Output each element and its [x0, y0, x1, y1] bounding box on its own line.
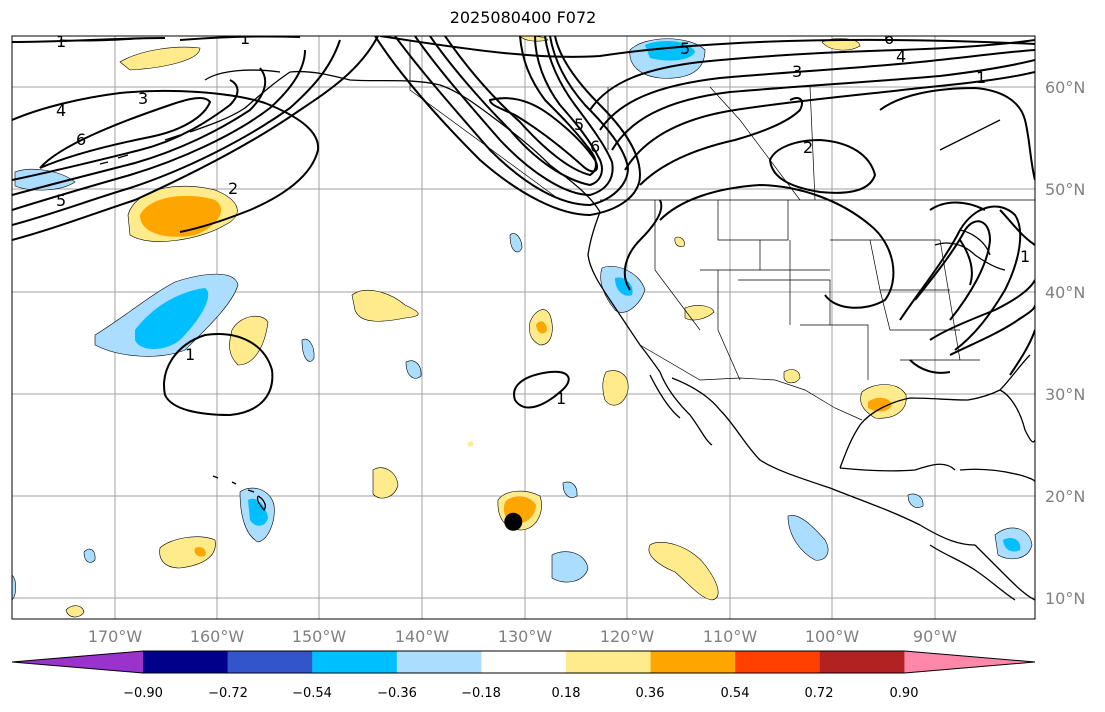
contour-label: 2: [803, 138, 813, 157]
negative-anomaly-region: [83, 548, 96, 563]
positive-anomaly-region: [351, 290, 419, 322]
colorbar-segment: [566, 651, 652, 673]
contour-label: 3: [138, 89, 148, 108]
colorbar-tick-label: 0.54: [721, 686, 750, 701]
contour-label: 1: [240, 29, 250, 48]
colorbar-tick-label: −0.72: [208, 686, 248, 701]
negative-anomaly-region: [787, 514, 829, 561]
colorbar-segment: [143, 651, 229, 673]
contour-label: 2: [228, 179, 238, 198]
contour-label: 5: [56, 191, 66, 210]
lon-tick-label: 120°W: [600, 627, 655, 646]
positive-anomaly-region: [536, 321, 547, 334]
lon-tick-label: 100°W: [805, 627, 860, 646]
lat-tick-label: 20°N: [1045, 487, 1085, 506]
negative-anomaly-region: [615, 277, 633, 296]
colorbar-tick-label: 0.18: [552, 686, 581, 701]
contour-label: 1: [56, 32, 66, 51]
colorbar-tick-label: 0.36: [636, 686, 665, 701]
colorbar-segment: [735, 651, 821, 673]
contour-label: 1: [1020, 247, 1030, 266]
negative-anomaly-region: [907, 493, 924, 508]
lat-tick-label: 10°N: [1045, 589, 1085, 608]
map-area: 1 1 4 3 6 5 2 1 1 5 6 3 4 1 6 5 2 1: [12, 29, 1035, 619]
positive-anomaly-region: [684, 305, 715, 321]
contour-label: 6: [884, 29, 894, 48]
positive-anomaly-region: [648, 542, 719, 601]
colorbar-tick-label: −0.54: [292, 686, 332, 701]
colorbar-extend-max: [904, 651, 1035, 673]
map-frame: [11, 35, 1036, 620]
positive-anomaly-region: [119, 46, 201, 71]
colorbar-segment: [650, 651, 736, 673]
contour-label: 1: [556, 389, 566, 408]
negative-anomaly-region: [509, 233, 523, 253]
colorbar: [11, 650, 1036, 674]
lat-tick-label: 60°N: [1045, 78, 1085, 97]
negative-anomaly-region: [551, 551, 589, 583]
coastlines: [59, 37, 1035, 601]
contour-label: 3: [792, 62, 802, 81]
positive-anomaly-region: [467, 441, 474, 447]
positive-anomaly-region: [602, 370, 629, 406]
colorbar-tick-label: 0.90: [890, 686, 919, 701]
contour-lines: [12, 36, 1035, 417]
negative-anomaly-region: [405, 360, 422, 379]
colorbar-segment: [481, 651, 567, 673]
lon-tick-label: 160°W: [190, 627, 245, 646]
lon-tick-label: 140°W: [395, 627, 450, 646]
colorbar-segment: [312, 651, 398, 673]
contour-label: 1: [185, 345, 195, 364]
location-marker: [504, 512, 523, 531]
positive-anomaly-region: [194, 547, 206, 557]
map-title: 2025080400 F072: [449, 8, 597, 27]
negative-anomaly-region: [301, 338, 315, 362]
positive-anomaly-region: [372, 467, 399, 499]
lat-tick-label: 30°N: [1045, 385, 1085, 404]
contour-label-group: 1 1 4 3 6 5 2 1 1 5 6 3 4 1 6 5 2 1: [56, 29, 1030, 408]
latitude-labels: 60°N 50°N 40°N 30°N 20°N 10°N: [1045, 78, 1085, 608]
contour-label: 4: [56, 101, 66, 120]
colorbar-outline: [11, 650, 1036, 674]
negative-anomaly-region: [135, 288, 209, 349]
positive-anomaly-region: [868, 397, 892, 412]
lon-tick-label: 130°W: [498, 627, 553, 646]
longitude-labels: 170°W 160°W 150°W 140°W 130°W 120°W 110°…: [88, 627, 957, 646]
lon-tick-label: 110°W: [703, 627, 758, 646]
contour-label: 5: [574, 115, 584, 134]
positive-anomaly-region: [783, 369, 801, 384]
contour-label: 6: [76, 130, 86, 149]
colorbar-tick-label: −0.18: [461, 686, 501, 701]
positive-anomaly-region: [65, 605, 85, 618]
political-borders: [409, 40, 1035, 421]
negative-anomaly-region: [562, 481, 578, 498]
contour-label: 5: [680, 39, 690, 58]
colorbar-extend-min: [12, 651, 143, 673]
colorbar-tick-label: −0.90: [123, 686, 163, 701]
positive-anomaly-region: [821, 38, 861, 51]
negative-anomaly-region: [1003, 538, 1021, 552]
colorbar-segment: [819, 651, 905, 673]
positive-anomaly-region: [159, 536, 216, 569]
contour-label: 6: [590, 137, 600, 156]
lat-tick-label: 40°N: [1045, 283, 1085, 302]
colorbar-tick-labels: −0.90 −0.72 −0.54 −0.36 −0.18 0.18 0.36 …: [123, 686, 918, 701]
colorbar-segment: [396, 651, 482, 673]
positive-anomaly-region: [674, 236, 685, 247]
contour-label: 4: [896, 47, 906, 66]
lon-tick-label: 90°W: [913, 627, 957, 646]
colorbar-tick-label: −0.36: [377, 686, 417, 701]
contour-label: 1: [976, 68, 986, 87]
lon-tick-label: 150°W: [292, 627, 347, 646]
lat-tick-label: 50°N: [1045, 180, 1085, 199]
lon-tick-label: 170°W: [88, 627, 143, 646]
negative-anomaly-region: [14, 168, 76, 191]
negative-anomaly-region: [248, 498, 268, 526]
colorbar-segment: [227, 651, 313, 673]
colorbar-tick-label: 0.72: [805, 686, 834, 701]
